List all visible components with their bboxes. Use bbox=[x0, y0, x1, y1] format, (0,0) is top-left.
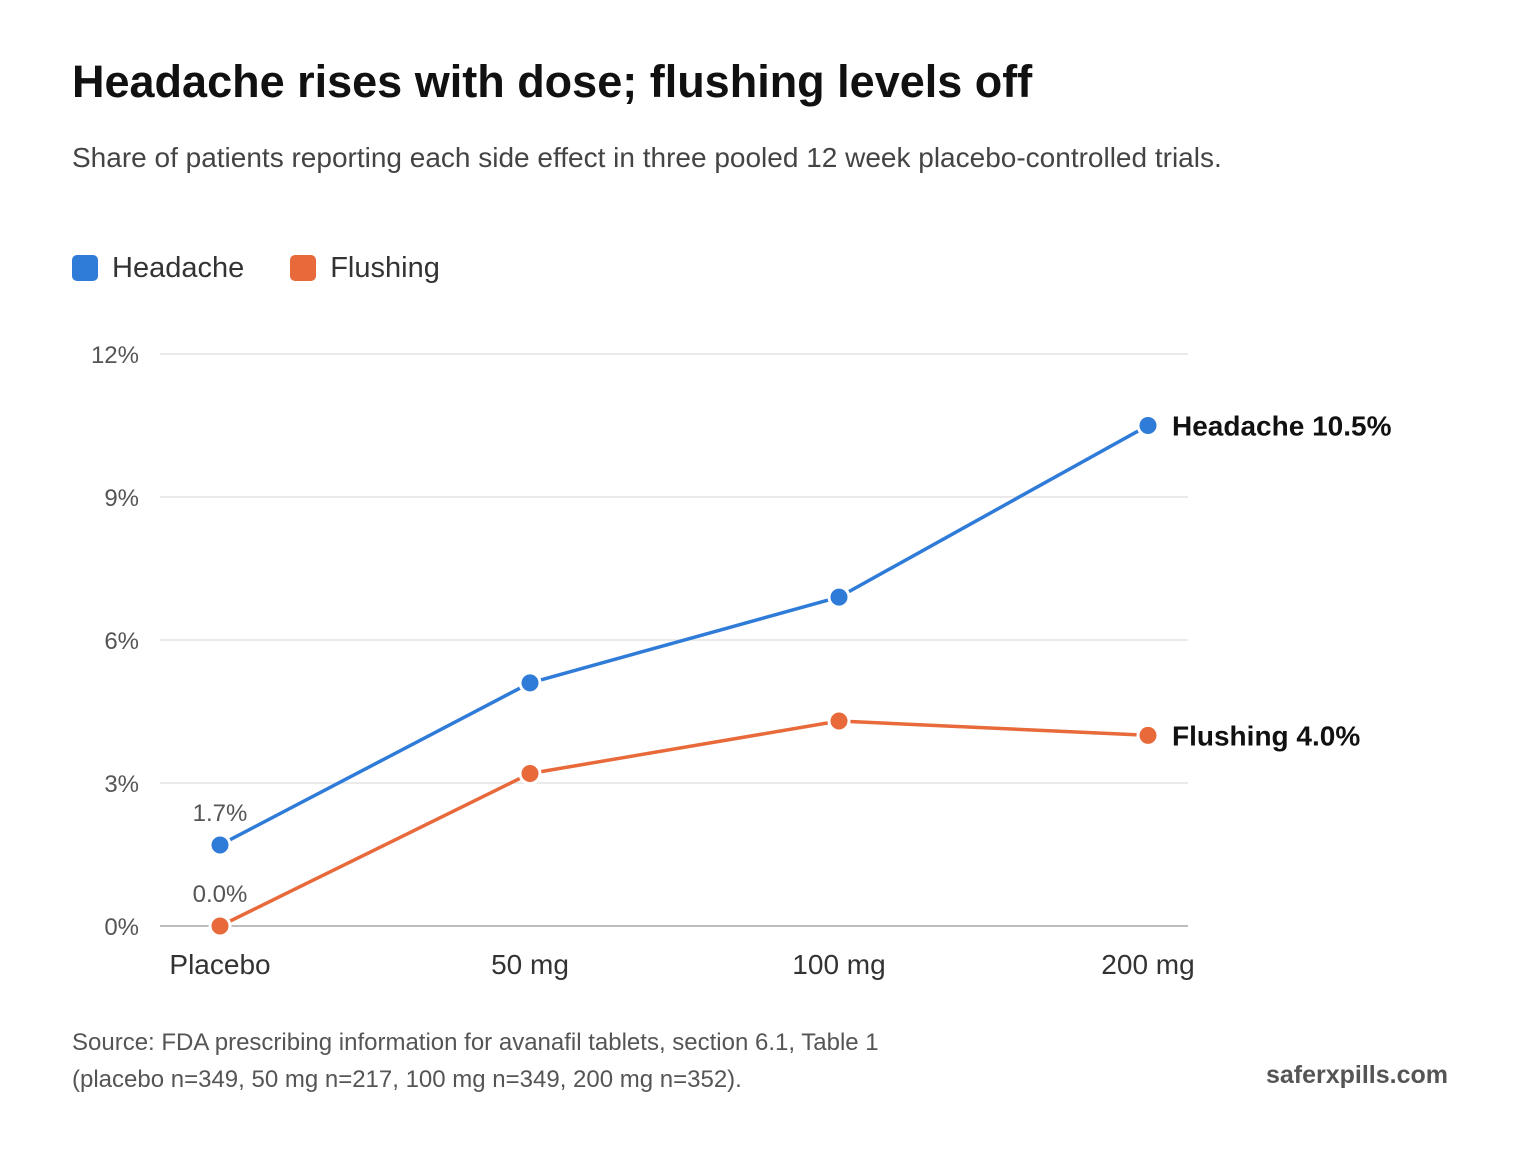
data-point-headache bbox=[518, 671, 542, 695]
series-line-flushing bbox=[218, 719, 1150, 928]
legend-swatch-flushing bbox=[290, 255, 317, 281]
data-point-headache bbox=[827, 585, 851, 609]
legend-item-headache: Headache bbox=[72, 252, 244, 285]
data-point-headache bbox=[208, 833, 232, 857]
source-line-2: (placebo n=349, 50 mg n=217, 100 mg n=34… bbox=[72, 1066, 742, 1093]
x-tick-label: Placebo bbox=[169, 949, 270, 980]
legend: Headache Flushing bbox=[72, 250, 486, 286]
y-tick-label: 0% bbox=[104, 914, 139, 941]
data-point-headache bbox=[1136, 414, 1160, 437]
y-tick-label: 3% bbox=[104, 771, 139, 798]
source-note: Source: FDA prescribing information for … bbox=[72, 1024, 1072, 1098]
brand-credit: saferxpills.com bbox=[1265, 1061, 1448, 1089]
legend-label-headache: Headache bbox=[112, 251, 245, 284]
y-tick-label: 9% bbox=[104, 485, 139, 512]
x-tick-label: 200 mg bbox=[1101, 949, 1194, 980]
data-point-flushing bbox=[518, 761, 542, 785]
y-tick-label: 12% bbox=[91, 342, 139, 369]
y-tick-label: 6% bbox=[104, 628, 139, 655]
chart-subtitle: Share of patients reporting each side ef… bbox=[72, 142, 1222, 173]
x-tick-label: 100 mg bbox=[792, 949, 885, 980]
data-point-flushing bbox=[827, 709, 851, 733]
legend-label-flushing: Flushing bbox=[330, 251, 440, 284]
line-chart: 0% 3% 6% 9% 12% Placebo 50 mg 100 mg 200 mg 1.7% H… bbox=[91, 342, 1392, 980]
legend-swatch-headache bbox=[72, 255, 98, 281]
data-point-flushing bbox=[208, 914, 232, 938]
end-label-flushing: Flushing 4.0% bbox=[1172, 720, 1360, 751]
source-line-1: Source: FDA prescribing information for … bbox=[72, 1029, 879, 1056]
end-label-headache: Headache 10.5% bbox=[1172, 411, 1392, 442]
series-line-headache bbox=[218, 423, 1150, 847]
legend-item-flushing: Flushing bbox=[290, 252, 440, 285]
data-label-start-flushing: 0.0% bbox=[193, 881, 248, 908]
chart-title: Headache rises with dose; flushing level… bbox=[72, 56, 1033, 107]
data-point-flushing bbox=[1136, 723, 1160, 747]
data-label-start-headache: 1.7% bbox=[193, 800, 248, 827]
x-tick-label: 50 mg bbox=[491, 949, 569, 980]
